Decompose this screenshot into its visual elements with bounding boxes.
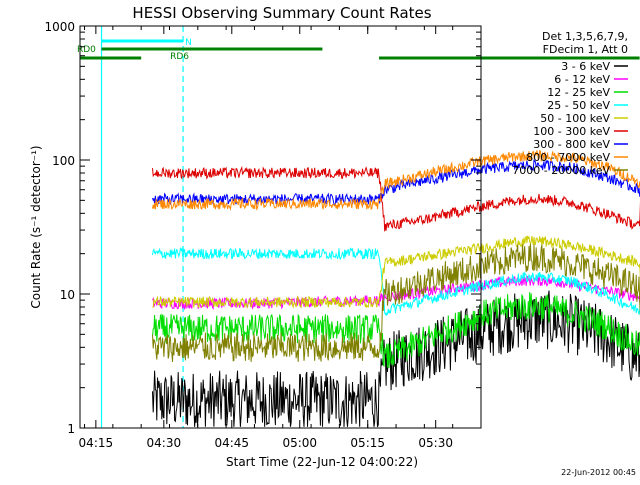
legend-entry-label-1: 6 - 12 keV (554, 73, 610, 86)
legend-entry-label-0: 3 - 6 keV (561, 60, 610, 73)
x-tick-label-3: 05:00 (282, 436, 317, 450)
x-tick-label-4: 05:15 (350, 436, 385, 450)
legend-entry-label-4: 50 - 100 keV (540, 112, 610, 125)
y-tick-label-2: 100 (52, 154, 75, 168)
x-tick-label-1: 04:30 (147, 436, 182, 450)
legend-entry-label-7: 800 - 7000 keV (526, 151, 610, 164)
y-tick-label-0: 1 (67, 422, 75, 436)
footer-date: 22-Jun-2012 00:45 (561, 468, 636, 477)
rd6-label: RD6 (170, 52, 189, 62)
night-bar-label: N (185, 38, 192, 48)
legend-entry-label-2: 12 - 25 keV (547, 86, 610, 99)
x-axis-label: Start Time (22-Jun-12 04:00:22) (226, 455, 418, 469)
legend-header-line-2: FDecim 1, Att 0 (543, 43, 628, 56)
legend-entry-label-3: 25 - 50 keV (547, 99, 610, 112)
legend-header-line-1: Det 1,3,5,6,7,9, (542, 30, 628, 43)
legend-entry-label-6: 300 - 800 keV (533, 138, 610, 151)
x-tick-label-5: 05:30 (418, 436, 453, 450)
y-axis-label: Count Rate (s⁻¹ detector⁻¹) (29, 145, 43, 308)
y-tick-label-3: 1000 (44, 20, 75, 34)
x-tick-label-0: 04:15 (79, 436, 114, 450)
x-tick-label-2: 04:45 (214, 436, 249, 450)
legend-entry-label-5: 100 - 300 keV (533, 125, 610, 138)
legend-entry-label-8: 7000 - 20000 keV (512, 164, 610, 177)
chart-title: HESSI Observing Summary Count Rates (132, 4, 431, 22)
y-tick-label-1: 10 (60, 288, 75, 302)
